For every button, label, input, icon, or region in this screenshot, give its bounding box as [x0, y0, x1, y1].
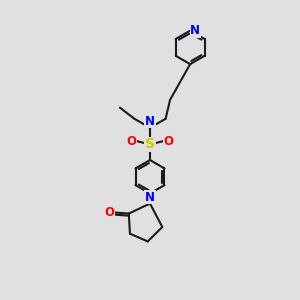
Text: N: N	[145, 190, 155, 203]
Text: O: O	[127, 135, 136, 148]
Text: N: N	[145, 115, 155, 128]
Text: N: N	[190, 24, 200, 37]
Text: S: S	[145, 137, 155, 152]
Text: O: O	[164, 135, 173, 148]
Text: O: O	[104, 206, 114, 219]
